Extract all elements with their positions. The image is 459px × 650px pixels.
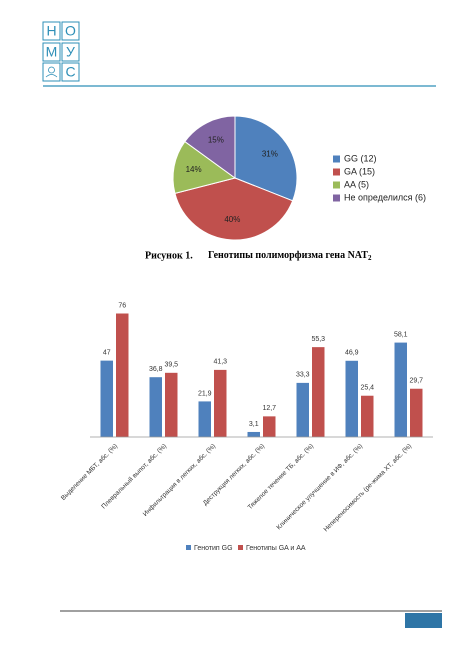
- logo-box: [61, 62, 80, 82]
- bar: [394, 342, 407, 437]
- caption: Рисунок 1. Генотипы полиморфизма гена NA…: [145, 250, 372, 261]
- caption-main: Генотипы полиморфизма гена NAT: [208, 250, 368, 261]
- value-label: 25,4: [360, 385, 374, 392]
- legend-label: GA (15): [344, 166, 375, 176]
- bar: [296, 382, 309, 437]
- value-label: 41,3: [213, 359, 227, 366]
- value-label: 21,9: [198, 390, 212, 397]
- legend-label: GG (12): [344, 153, 377, 163]
- legend-label: Генотип GG: [194, 545, 233, 552]
- bar: [198, 401, 211, 437]
- value-label: 33,3: [296, 372, 310, 379]
- slice-label: 40%: [224, 215, 240, 224]
- value-label: 47: [103, 349, 111, 356]
- logo-letter: М: [46, 44, 58, 60]
- logo-icon: [42, 62, 61, 82]
- bar: [361, 395, 374, 437]
- logo-letter: Н: [46, 23, 56, 39]
- legend-swatch: [238, 545, 243, 550]
- bar: [247, 431, 260, 437]
- value-label: 36,8: [149, 366, 163, 373]
- legend-swatch: [333, 181, 340, 189]
- legend-swatch: [186, 545, 191, 550]
- slice-label: 31%: [262, 149, 278, 158]
- slice-label: 15%: [208, 136, 224, 145]
- legend-swatch: [333, 168, 340, 176]
- legend-swatch: [333, 194, 340, 202]
- value-label: 46,9: [345, 350, 359, 357]
- legend-label: Генотипы GA и AA: [246, 545, 306, 552]
- legend-label: AA (5): [344, 179, 369, 189]
- logo-box: [61, 21, 80, 41]
- caption-subscript: 2: [368, 254, 372, 262]
- pie-slice: [174, 177, 294, 241]
- value-label: 12,7: [262, 405, 276, 412]
- value-label: 58,1: [394, 331, 408, 338]
- bar: [345, 360, 358, 437]
- value-label: 55,3: [311, 336, 325, 343]
- bar: [100, 360, 113, 437]
- value-label: 29,7: [409, 378, 423, 385]
- logo-box: [42, 42, 61, 62]
- value-label: 76: [118, 302, 126, 309]
- slice-label: 14%: [186, 165, 202, 174]
- pie-slice: [172, 140, 237, 195]
- bar: [263, 416, 276, 437]
- pie-slice: [184, 115, 236, 179]
- pie-slice: [234, 115, 298, 202]
- bar: [410, 388, 423, 437]
- logo-box: [42, 21, 61, 41]
- value-label: 39,5: [164, 362, 178, 369]
- bar: [312, 347, 325, 437]
- caption-label: Рисунок 1.: [145, 250, 193, 261]
- logo-letter: У: [66, 44, 75, 60]
- caption-text: Генотипы полиморфизма гена NAT2: [208, 250, 372, 261]
- legend-swatch: [333, 155, 340, 163]
- value-label: 3,1: [249, 421, 259, 428]
- logo-letter: О: [65, 23, 76, 39]
- bar: [149, 377, 162, 437]
- bar: [165, 372, 178, 437]
- logo-letter: С: [65, 64, 75, 80]
- logo-box: [61, 42, 80, 62]
- bar: [116, 313, 129, 437]
- bar: [214, 369, 227, 437]
- footer-box: [405, 613, 442, 628]
- legend-label: Не определился (6): [344, 192, 426, 202]
